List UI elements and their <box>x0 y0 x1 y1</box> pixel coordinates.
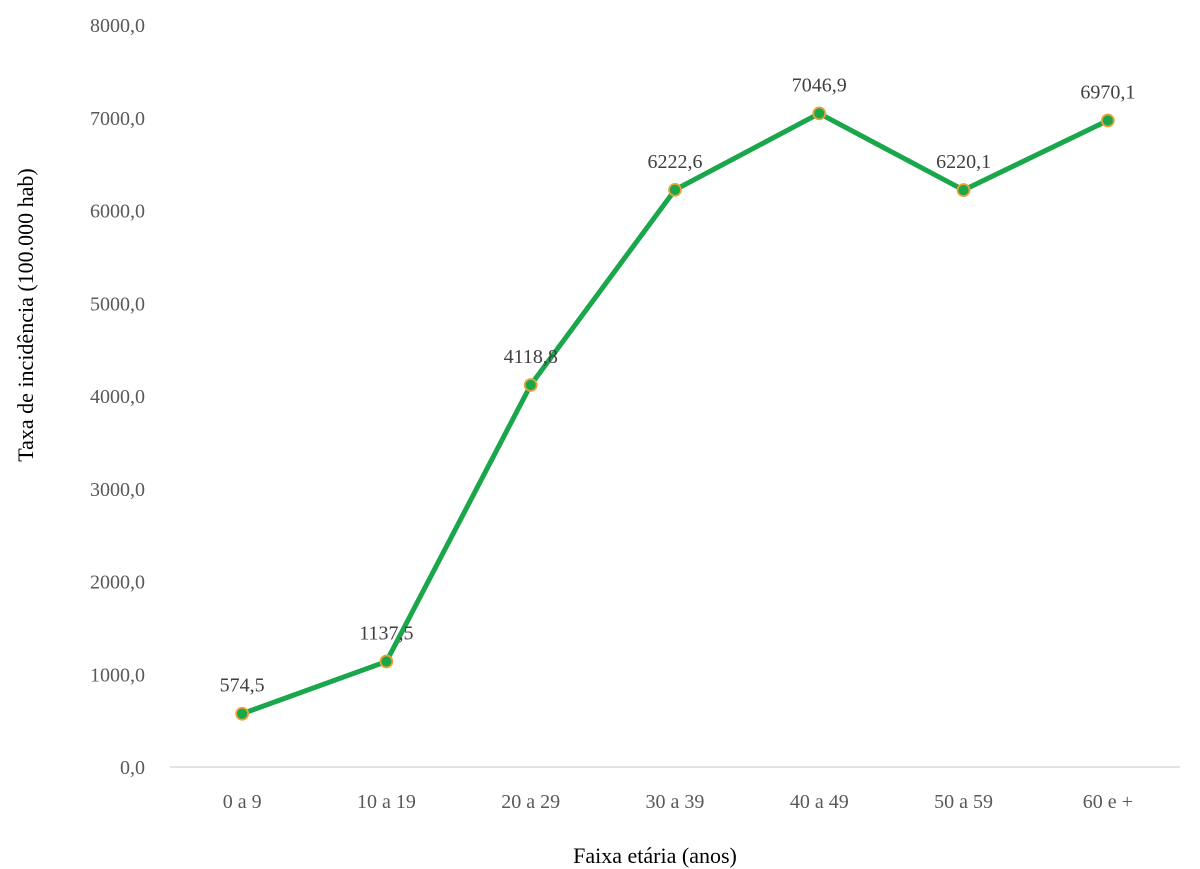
x-tick-label: 10 a 19 <box>357 791 416 813</box>
y-tick-label: 2000,0 <box>90 572 145 594</box>
data-label: 6970,1 <box>1080 82 1135 104</box>
y-tick-label: 6000,0 <box>90 201 145 223</box>
data-point <box>379 654 394 669</box>
x-tick-label: 40 a 49 <box>790 791 849 813</box>
data-label: 7046,9 <box>792 74 847 96</box>
y-tick-label: 7000,0 <box>90 108 145 130</box>
x-tick-label: 30 a 39 <box>646 791 705 813</box>
y-axis-title: Taxa de incidência (100.000 hab) <box>13 168 38 462</box>
data-labels: 574,5 1137,5 4118,8 6222,6 7046,9 6220,1 6970,… <box>220 74 1136 696</box>
data-label: 4118,8 <box>504 346 558 368</box>
y-tick-label: 5000,0 <box>90 293 145 315</box>
y-tick-label: 8000,0 <box>90 15 145 37</box>
data-label: 1137,5 <box>359 622 413 644</box>
data-markers <box>235 106 1115 721</box>
data-point <box>1100 113 1115 128</box>
x-tick-label: 20 a 29 <box>501 791 560 813</box>
y-tick-label: 0,0 <box>120 757 145 779</box>
x-tick-label: 50 a 59 <box>934 791 993 813</box>
x-axis-title: Faixa etária (anos) <box>573 843 737 868</box>
data-point <box>235 706 250 721</box>
data-point <box>956 183 971 197</box>
y-axis-ticks: 0,0 1000,0 2000,0 3000,0 4000,0 5000,0 6000,0 7… <box>90 15 145 779</box>
data-label: 574,5 <box>220 675 265 697</box>
x-axis-ticks: 0 a 9 10 a 19 20 a 29 30 a 39 40 a 49 50 a 59… <box>223 791 1133 813</box>
y-tick-label: 4000,0 <box>90 386 145 408</box>
x-tick-label: 0 a 9 <box>223 791 262 813</box>
data-point <box>523 378 538 392</box>
y-tick-label: 3000,0 <box>90 479 145 501</box>
data-point <box>668 182 682 197</box>
x-tick-label: 60 e + <box>1083 791 1133 813</box>
y-tick-label: 1000,0 <box>90 664 145 686</box>
data-label: 6222,6 <box>648 151 703 173</box>
data-label: 6220,1 <box>936 151 991 173</box>
data-point <box>812 106 827 121</box>
